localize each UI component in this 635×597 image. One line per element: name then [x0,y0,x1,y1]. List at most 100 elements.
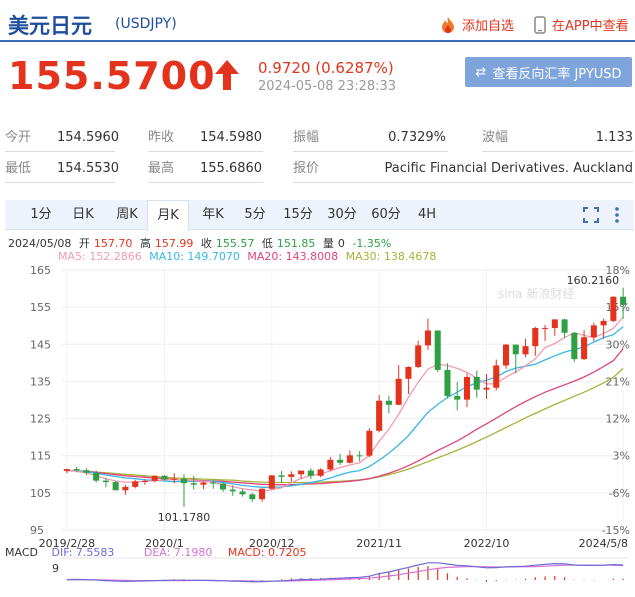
ma20-legend: MA20: 143.8008 [247,250,339,263]
y-pct-label: 15% [606,301,630,314]
bar-close-label: 收 [200,237,212,250]
bar-low: 151.85 [276,237,316,250]
y-tick-label: 95 [30,524,44,537]
tab-30min[interactable]: 30分 [327,207,357,222]
tab-1min[interactable]: 1分 [30,207,52,222]
fullscreen-icon[interactable] [583,207,599,223]
y-pct-label: 21% [606,375,630,388]
more-options-icon[interactable] [613,205,621,225]
open-in-app-button[interactable]: 在APP中查看 [534,15,629,34]
x-axis: 2019/2/28 2020/1 2020/12 2021/11 2022/10 2024… [39,537,628,550]
stat-prev-close-label: 昨收 [148,130,175,145]
open-in-app-label: 在APP中查看 [552,19,629,34]
candle-body [600,320,607,326]
y-tick-label: 125 [30,413,51,426]
period-tabs: 1分 日K 周K 月K 年K 5分 15分 30分 60分 4H [5,200,634,231]
annotations: 160.2160 101.1780 [158,274,619,524]
bar-info: 2024/05/08 开 157.70 高 157.99 收 155.57 低 151.… [8,235,395,251]
candle-body [102,480,109,483]
candle-body [522,346,529,355]
y-pct-label: 18% [606,264,630,277]
candle-body [405,366,412,379]
ma10-line [66,326,624,488]
tab-15min[interactable]: 15分 [283,207,313,222]
chart-grid [62,269,628,531]
candle-body [112,482,119,491]
y-tick-label: 115 [30,450,51,463]
x-tick-label: 2019/2/28 [39,537,95,550]
ma5-legend: MA5: 152.2866 [58,250,142,263]
stat-prev-close: 昨收 154.5980 [148,123,263,152]
sina-watermark: sina 新浪财经 [498,286,574,301]
candle-body [581,337,588,360]
candle-body [161,475,168,480]
tab-daily[interactable]: 日K [72,207,94,222]
y-tick-label: 145 [30,338,51,351]
y-pct-label: 3% [613,450,630,463]
bar-vol-label: 量 [322,237,334,250]
bar-high: 157.99 [154,237,194,250]
stat-low-value: 154.5530 [57,161,120,176]
macd-axis-value: 9 [52,562,59,575]
header: 美元日元 (USDJPY) 添加自选 在APP中查看 [0,0,635,42]
macd-dea-line [66,564,624,582]
candle-body [463,376,471,400]
ma30-legend: MA30: 138.4678 [345,250,437,263]
candle-body [483,387,490,390]
candle-body [551,319,558,328]
quote-time: 2024-05-08 23:28:33 [258,79,397,94]
candle-body [376,400,383,431]
y-tick-label: 165 [30,264,51,277]
tab-4h[interactable]: 4H [417,207,437,222]
candle-body [288,474,295,477]
stat-low-label: 最低 [5,161,32,176]
max-annotation: 160.2160 [567,274,620,287]
stat-quoter: 报价 Pacific Financial Derivatives. Auckla… [293,154,633,183]
macd-legend: MACD DIF: 7.5583 DEA: 7.1980 MACD: 0.720… [5,546,319,559]
price-change: 0.9720 (0.6287%) [258,59,394,77]
phone-icon [534,15,546,34]
up-arrow-icon [215,60,239,90]
x-tick-label: 2022/10 [464,537,510,550]
candle-body [473,376,480,390]
min-annotation: 101.1780 [158,511,211,524]
candle-body [327,459,334,470]
symbol-code: (USDJPY) [115,16,177,32]
candle-body [317,469,324,476]
reverse-rate-label: 查看反向汇率 JPYUSD [492,66,622,82]
stat-amplitude-value: 0.7329% [388,130,446,145]
candle-body [239,491,246,495]
candle-body [180,478,188,484]
macd-title: MACD [5,546,38,559]
candle-body [219,483,227,490]
tab-5min[interactable]: 5分 [244,207,266,222]
y-pct-label: -15% [602,524,630,537]
candles [63,287,627,507]
stat-amplitude: 振幅 0.7329% [293,123,448,152]
candle-body [93,472,100,481]
add-favorite-button[interactable]: 添加自选 [440,15,514,34]
candle-body [366,430,373,456]
stat-open: 今开 154.5960 [5,123,119,152]
candle-body [171,478,178,480]
tab-weekly[interactable]: 周K [116,207,138,222]
macd-value: MACD: 0.7205 [227,546,307,559]
candle-body [502,344,510,366]
flame-icon [442,16,454,33]
candle-body [132,481,139,487]
macd-dif: DIF: 7.5583 [51,546,115,559]
candle-body [249,494,256,500]
stat-volatility-label: 波幅 [482,130,509,145]
reverse-rate-button[interactable]: ⇄ 查看反向汇率 JPYUSD [465,57,632,87]
tab-yearly[interactable]: 年K [202,207,224,222]
ma20-line [66,348,624,486]
swap-icon: ⇄ [475,64,487,80]
candle-body [434,330,441,370]
tab-monthly[interactable]: 月K [147,200,189,231]
tab-60min[interactable]: 60分 [371,207,401,222]
stat-open-value: 154.5960 [57,130,120,145]
bar-close: 155.57 [215,237,255,250]
candle-body [395,378,402,405]
candle-body [63,469,70,471]
